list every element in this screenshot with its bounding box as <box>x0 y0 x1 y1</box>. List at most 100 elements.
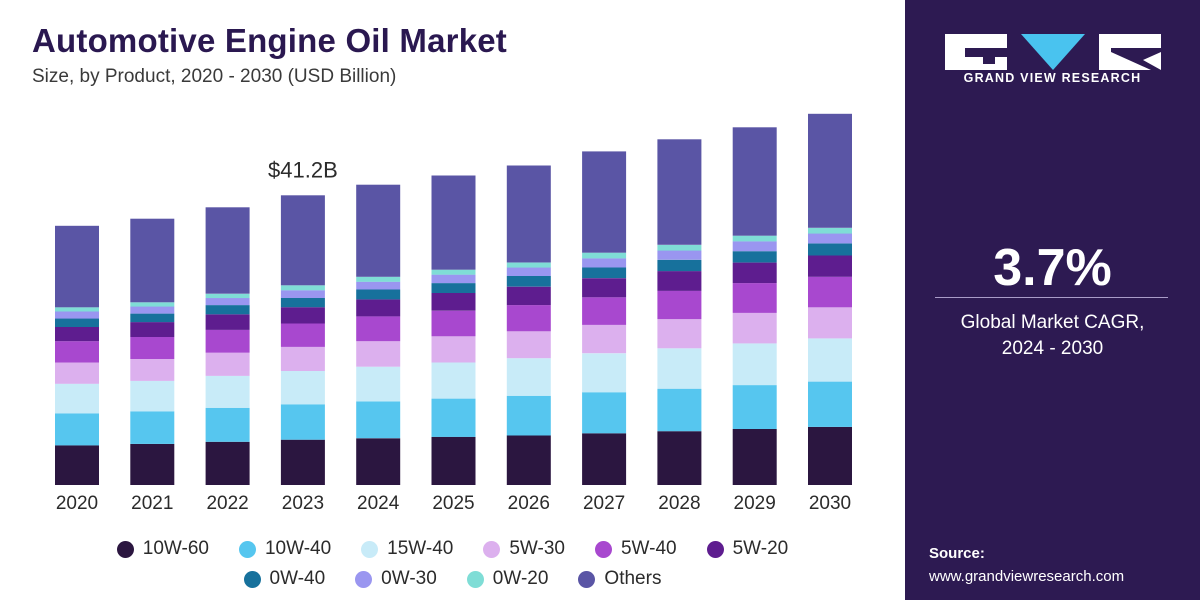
bar-segment <box>280 371 325 405</box>
x-tick-label: 2021 <box>131 493 173 514</box>
bar-segment <box>506 358 551 396</box>
bar-segment <box>582 151 627 253</box>
bar-segment <box>431 436 476 485</box>
x-tick-label: 2030 <box>809 493 851 514</box>
bar-segment <box>356 366 401 402</box>
bar-segment <box>657 271 702 291</box>
bar-segment <box>55 318 99 327</box>
legend-item: Others <box>578 568 661 590</box>
bar-segment <box>55 307 99 312</box>
chart-legend: 10W-60 10W-40 15W-40 5W-30 5W-40 5W-20 0W-40 0W… <box>0 534 905 594</box>
legend-row: 10W-60 10W-40 15W-40 5W-30 5W-40 5W-20 <box>0 534 905 564</box>
bar-segment <box>506 286 551 306</box>
bar-segment <box>657 290 702 320</box>
bar-segment <box>808 227 852 234</box>
bar-segment <box>808 255 852 277</box>
legend-label: 0W-30 <box>381 568 437 589</box>
bar-segment <box>280 346 325 371</box>
bar-segment <box>55 225 99 308</box>
bar-segment <box>657 139 702 245</box>
bar-segment <box>130 306 175 314</box>
bar-segment <box>657 388 702 432</box>
bar-segment <box>356 438 401 485</box>
bar-segment <box>205 305 250 315</box>
bar-segment <box>55 341 99 363</box>
bar-segment <box>130 218 175 303</box>
bar-segment <box>55 362 99 384</box>
bar-segment <box>205 407 250 442</box>
bar-segment <box>431 362 476 399</box>
bar-segment <box>205 352 250 376</box>
bar-segment <box>431 269 476 275</box>
legend-item: 10W-40 <box>238 538 331 560</box>
divider <box>935 297 1168 298</box>
bar-segment <box>130 337 175 359</box>
grand-view-research-logo <box>945 34 1161 70</box>
legend-swatch <box>483 540 501 558</box>
stacked-bar-chart: 2020 2021 2022 2023 2024 2025 2026 2027 2028 2029… <box>55 113 852 514</box>
legend-swatch <box>578 570 596 588</box>
bar-segment <box>732 429 777 485</box>
bar-segment <box>808 307 852 339</box>
cagr-value: 3.7% <box>993 239 1112 297</box>
bar-segment <box>431 283 476 293</box>
bar-segment <box>506 305 551 332</box>
bar-segment <box>280 307 325 324</box>
legend-label: 5W-30 <box>509 538 565 559</box>
bar-segment <box>506 276 551 287</box>
bar-segment <box>808 338 852 382</box>
legend-swatch <box>238 540 256 558</box>
bar-segment <box>280 298 325 308</box>
legend-item: 5W-40 <box>594 538 677 560</box>
bar-segment <box>506 435 551 485</box>
bar-segment <box>356 276 401 282</box>
bar-segment <box>582 392 627 434</box>
legend-item: 0W-30 <box>355 568 437 590</box>
bar-segment <box>280 195 325 286</box>
legend-label: 0W-40 <box>269 568 326 589</box>
bar-segment <box>130 443 175 485</box>
legend-label: 5W-40 <box>620 538 677 559</box>
chart-subtitle: Size, by Product, 2020 - 2030 (USD Billi… <box>32 66 397 87</box>
bar-segment <box>732 127 777 236</box>
bar-segment <box>657 319 702 349</box>
cagr-label-line2: 2024 - 2030 <box>1001 338 1104 359</box>
bar-segment <box>130 358 175 381</box>
legend-item: 15W-40 <box>361 538 453 560</box>
legend-row: 0W-40 0W-30 0W-20 Others <box>0 564 905 594</box>
bar-segment <box>431 175 476 270</box>
legend-swatch <box>466 570 484 588</box>
bar-segment <box>808 233 852 244</box>
legend-swatch <box>706 540 724 558</box>
bar-segment <box>657 259 702 272</box>
bar-segment <box>280 285 325 291</box>
bar-segment <box>431 293 476 311</box>
bar-segment <box>431 336 476 363</box>
bar-segment <box>55 383 99 414</box>
bar-segment <box>506 331 551 359</box>
bar-segment <box>130 380 175 412</box>
source-link[interactable]: www.grandviewresearch.com <box>929 568 1125 585</box>
bar-segment <box>808 381 852 427</box>
legend-label: 5W-20 <box>732 538 789 559</box>
legend-swatch <box>594 540 612 558</box>
legend-label: Others <box>604 568 662 589</box>
bar-segment <box>657 250 702 260</box>
bar-segment <box>130 313 175 323</box>
legend-item: 5W-30 <box>483 538 565 560</box>
bar-segment <box>582 278 627 298</box>
bar-segment <box>431 274 476 284</box>
bar-segment <box>356 281 401 290</box>
legend-item: 5W-20 <box>706 538 789 560</box>
bar-segment <box>205 329 250 353</box>
x-tick-label: 2023 <box>282 493 324 514</box>
chart-title: Automotive Engine Oil Market <box>32 22 507 59</box>
bar-segment <box>732 385 777 429</box>
bar-segment <box>582 353 627 393</box>
bar-segment <box>506 267 551 276</box>
bar-segment <box>55 445 99 485</box>
bar-segment <box>280 323 325 347</box>
bar-segment <box>130 302 175 307</box>
bar-segment <box>205 298 250 306</box>
legend-swatch <box>116 540 134 558</box>
